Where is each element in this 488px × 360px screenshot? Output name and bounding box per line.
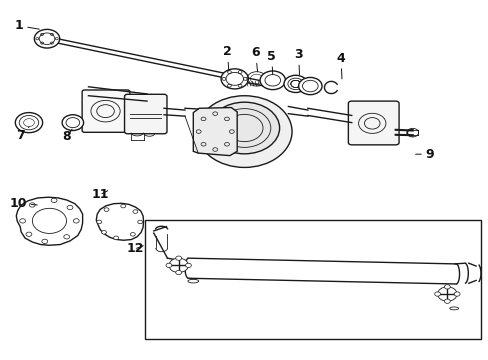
- Circle shape: [221, 69, 248, 89]
- Bar: [145, 220, 481, 338]
- Circle shape: [67, 205, 73, 210]
- Circle shape: [62, 115, 83, 131]
- Circle shape: [175, 270, 181, 275]
- Circle shape: [168, 258, 188, 273]
- Circle shape: [185, 263, 191, 267]
- Circle shape: [444, 299, 449, 303]
- Circle shape: [453, 292, 459, 296]
- FancyBboxPatch shape: [347, 101, 398, 145]
- Text: 1: 1: [15, 19, 39, 32]
- Text: 3: 3: [294, 48, 303, 75]
- FancyBboxPatch shape: [82, 90, 130, 132]
- Circle shape: [175, 256, 181, 260]
- Circle shape: [73, 219, 79, 223]
- Circle shape: [97, 220, 102, 224]
- Circle shape: [209, 102, 279, 154]
- Text: 8: 8: [62, 129, 72, 144]
- Text: 12: 12: [126, 242, 144, 255]
- Polygon shape: [193, 108, 237, 156]
- Text: 2: 2: [223, 45, 231, 71]
- Text: 6: 6: [251, 46, 260, 72]
- Circle shape: [20, 219, 25, 223]
- Circle shape: [121, 204, 125, 208]
- Circle shape: [104, 208, 109, 211]
- Text: 4: 4: [336, 51, 345, 79]
- Circle shape: [63, 235, 69, 239]
- Polygon shape: [96, 203, 143, 240]
- Circle shape: [133, 210, 138, 213]
- Polygon shape: [16, 197, 82, 245]
- Circle shape: [165, 263, 171, 267]
- FancyBboxPatch shape: [124, 94, 166, 134]
- Text: 10: 10: [9, 197, 37, 210]
- Circle shape: [15, 113, 42, 133]
- Circle shape: [284, 75, 307, 93]
- Circle shape: [437, 287, 456, 301]
- Circle shape: [51, 198, 57, 203]
- Circle shape: [34, 30, 60, 48]
- Circle shape: [113, 236, 118, 240]
- Text: 11: 11: [92, 188, 109, 201]
- Circle shape: [260, 71, 285, 90]
- Text: 9: 9: [415, 148, 433, 161]
- Circle shape: [29, 203, 35, 207]
- Circle shape: [42, 239, 48, 243]
- Circle shape: [298, 77, 322, 95]
- Text: 7: 7: [16, 127, 29, 142]
- Circle shape: [444, 285, 449, 289]
- Circle shape: [26, 232, 32, 237]
- Text: 5: 5: [267, 50, 276, 75]
- Circle shape: [434, 292, 440, 296]
- Ellipse shape: [197, 96, 291, 167]
- Circle shape: [130, 233, 135, 236]
- Circle shape: [102, 230, 106, 234]
- Circle shape: [138, 220, 142, 224]
